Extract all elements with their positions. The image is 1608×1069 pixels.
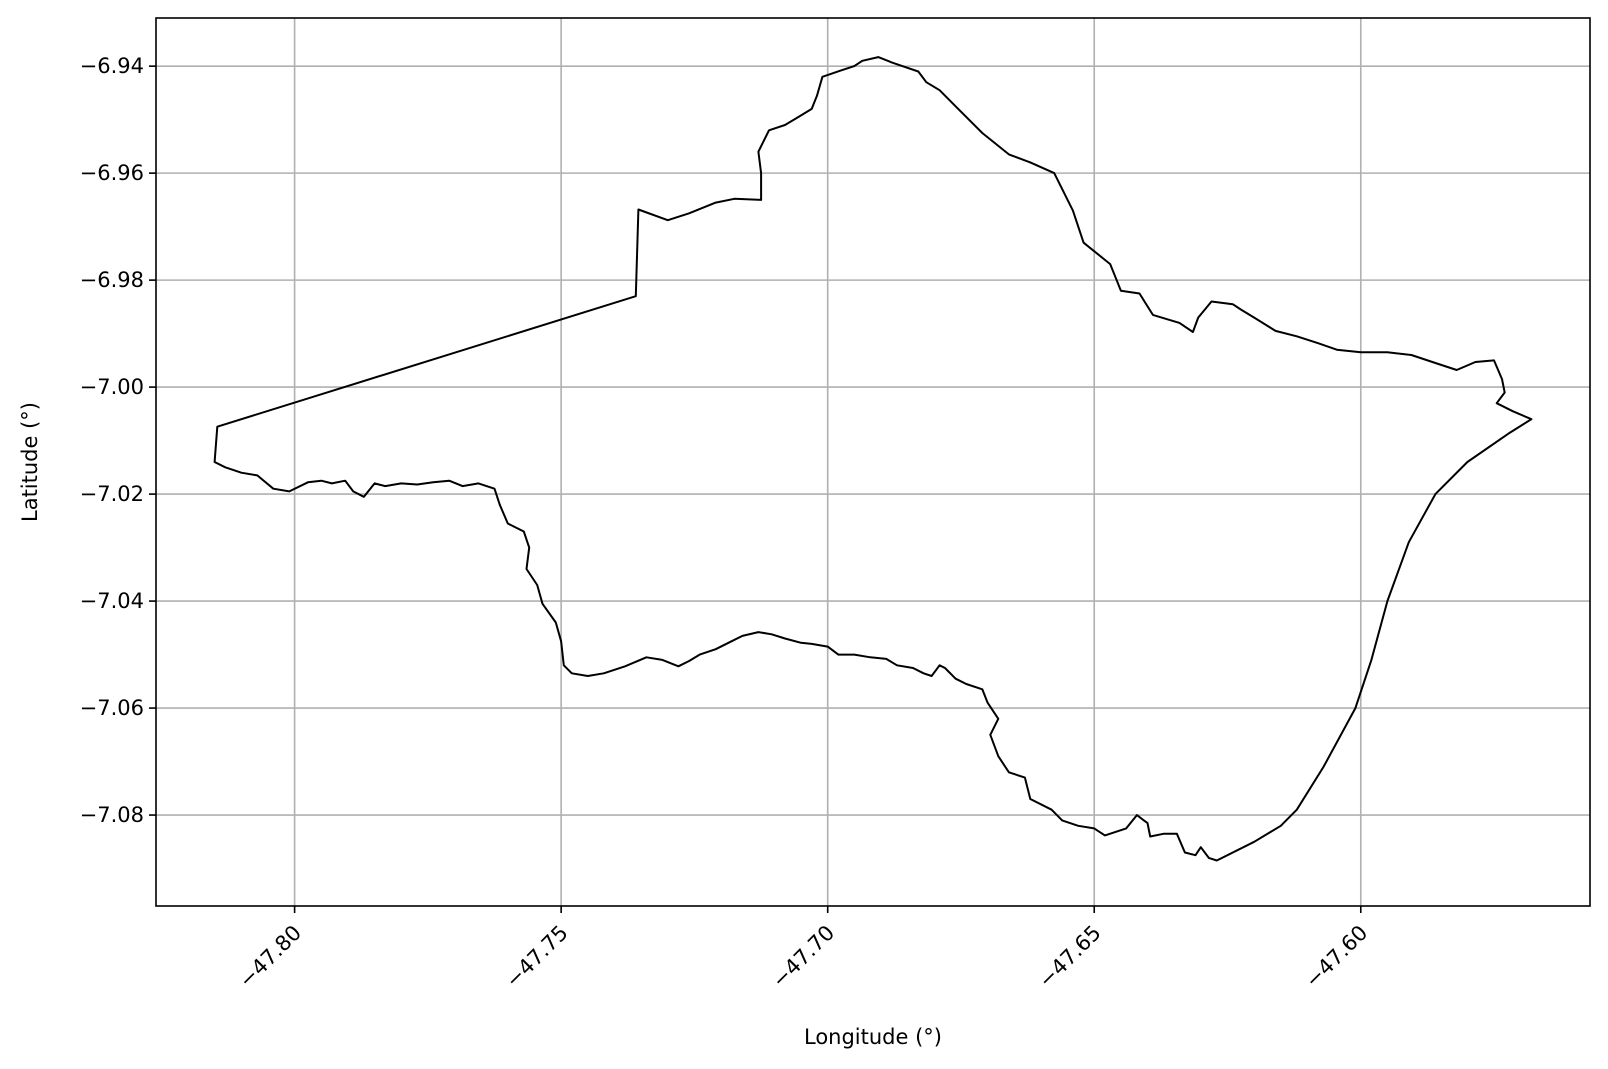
- y-tick-label: −7.02: [80, 482, 144, 506]
- y-tick-label: −6.98: [80, 268, 144, 292]
- y-tick-label: −7.04: [80, 589, 144, 613]
- y-tick-label: −7.06: [80, 696, 144, 720]
- y-axis-label: Latitude (°): [18, 402, 42, 522]
- region-boundary-line: [213, 56, 1533, 862]
- x-axis-label: Longitude (°): [804, 1025, 942, 1049]
- y-axis-ticks: −6.94 −6.96 −6.98 −7.00 −7.02 −7.04 −7.06 −7.08: [80, 54, 156, 827]
- y-tick-label: −7.08: [80, 803, 144, 827]
- grid-lines: [156, 18, 1590, 906]
- y-tick-label: −7.00: [80, 375, 144, 399]
- plot-frame: [155, 17, 1591, 907]
- y-tick-label: −6.94: [80, 54, 144, 78]
- y-tick-label: −6.96: [80, 161, 144, 185]
